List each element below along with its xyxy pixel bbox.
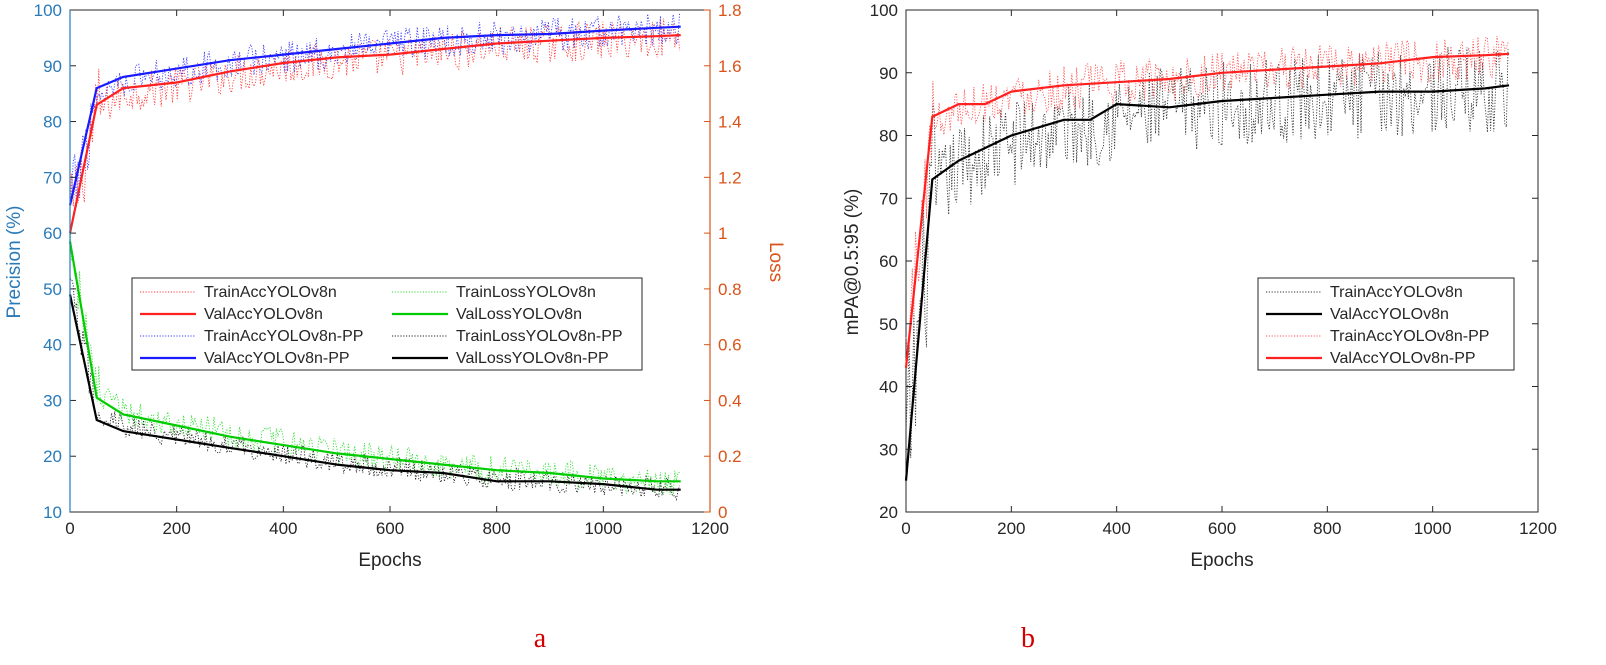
panel-a-series-trainaccyolov8n-pp	[69, 12, 681, 207]
panel-a-legend: TrainAccYOLOv8n ValAccYOLOv8n TrainAccYOLO…	[131, 277, 643, 371]
panel-a-plot-box	[69, 9, 711, 513]
panel-a-y-tick-label: 30	[43, 391, 62, 410]
panel-b-y-tick-label: 90	[879, 64, 898, 83]
panel-b-legend-box	[1257, 277, 1515, 371]
panel-a-y-right-tick-label: 1.8	[718, 1, 742, 20]
panel-a-y-axis-label-left: Precision (%)	[4, 206, 25, 319]
panel-b-mpa-chart: 0 200 400 600 800 1000 1200 20 30 40 50 60 70 80 90 10…	[842, 1, 1557, 654]
panel-b-x-axis-label: Epochs	[1190, 550, 1253, 571]
panel-b-series-valaccyolov8n-pp	[904, 52, 1510, 368]
panel-b-y-tick-label: 20	[879, 503, 898, 522]
panel-a-x-tick-label: 1000	[584, 519, 622, 538]
panel-a-y-tick-label: 90	[43, 57, 62, 76]
panel-a-y-tick-label: 60	[43, 224, 62, 243]
panel-b-x-tick-label: 1200	[1519, 519, 1557, 538]
panel-b-x-tick-label: 200	[997, 519, 1025, 538]
panel-b-y-tick-label: 50	[879, 315, 898, 334]
panel-a-legend-label-trainlossyolov8n: TrainLossYOLOv8n	[456, 284, 596, 301]
panel-a-y-axis-label-right: Loss	[765, 242, 786, 282]
panel-a-precision-loss-chart: 0 200 400 600 800 1000 1200 102030405060708090…	[4, 1, 786, 654]
panel-b-y-axis: 20 30 40 50 60 70 80 90 100	[870, 1, 1538, 522]
panel-a-y-right-tick-label: 0.8	[718, 280, 742, 299]
panel-a-y-right-tick-label: 1.4	[718, 113, 742, 132]
panel-b-y-axis-label: mPA@0.5:95 (%)	[842, 189, 863, 336]
panel-a-y-axis-right: 0 0.2 0.4 0.6 0.8 1 1.2 1.4 1.6 1.8	[69, 1, 742, 522]
panel-b-legend-label-valaccyolov8n: ValAccYOLOv8n	[1330, 306, 1449, 323]
panel-a-y-right-tick-label: 1.6	[718, 57, 742, 76]
panel-b-legend: TrainAccYOLOv8n ValAccYOLOv8n TrainAccYOLO…	[1257, 277, 1515, 371]
panel-a-series-group	[68, 12, 681, 502]
panel-a-legend-label-trainlossyolov8n-pp: TrainLossYOLOv8n-PP	[456, 328, 623, 345]
panel-a-y-right-tick-label: 0.2	[718, 447, 742, 466]
panel-b-y-tick-label: 70	[879, 189, 898, 208]
panel-b-y-tick-label: 30	[879, 440, 898, 459]
panel-a-series-vallossyolov8n	[68, 241, 681, 483]
panel-a-x-tick-label: 200	[162, 519, 190, 538]
panel-b-legend-label-trainaccyolov8n-pp: TrainAccYOLOv8n-PP	[1330, 328, 1489, 345]
panel-a-legend-label-valaccyolov8n: ValAccYOLOv8n	[204, 306, 323, 323]
panel-b-x-tick-label: 400	[1102, 519, 1130, 538]
panel-a-legend-box	[131, 277, 643, 371]
panel-b-y-tick-label: 100	[870, 1, 898, 20]
panel-b-letter: b	[1021, 623, 1035, 654]
panel-a-x-tick-label: 800	[482, 519, 510, 538]
panel-a-x-tick-label: 0	[65, 519, 74, 538]
panel-b-x-tick-label: 1000	[1414, 519, 1452, 538]
panel-b-x-axis: 0 200 400 600 800 1000 1200	[901, 10, 1557, 538]
panel-b-x-tick-label: 0	[901, 519, 910, 538]
panel-a-y-right-tick-label: 0	[718, 503, 727, 522]
panel-b-y-tick-label: 80	[879, 127, 898, 146]
panel-a-x-tick-label: 400	[269, 519, 297, 538]
panel-b-legend-label-valaccyolov8n-pp: ValAccYOLOv8n-PP	[1330, 350, 1476, 367]
panel-a-x-tick-label: 1200	[691, 519, 729, 538]
panel-b-plot-box	[905, 9, 1539, 513]
panel-a-y-tick-label: 80	[43, 113, 62, 132]
panel-b-series-trainaccyolov8n-pp	[905, 36, 1509, 351]
panel-a-series-vallossyolov8n-pp	[68, 294, 681, 491]
panel-a-y-right-tick-label: 1	[718, 224, 727, 243]
panel-a-y-tick-label: 50	[43, 280, 62, 299]
panel-a-x-axis-label: Epochs	[358, 550, 421, 571]
panel-a-y-tick-label: 100	[34, 1, 62, 20]
panel-a-y-axis-left: 10 20 30 40 50 60 70 80 90 100	[34, 1, 76, 522]
panel-b-y-tick-label: 60	[879, 252, 898, 271]
panel-a-x-tick-label: 600	[376, 519, 404, 538]
panel-b-series-valaccyolov8n	[904, 84, 1510, 481]
panel-a-legend-label-valaccyolov8n-pp: ValAccYOLOv8n-PP	[204, 350, 350, 367]
panel-a-series-valaccyolov8n-pp	[68, 25, 681, 206]
panel-a-y-tick-label: 10	[43, 503, 62, 522]
panel-a-y-right-tick-label: 0.4	[718, 391, 742, 410]
panel-a-legend-label-trainaccyolov8n-pp: TrainAccYOLOv8n-PP	[204, 328, 363, 345]
panel-a-series-valaccyolov8n	[68, 34, 681, 234]
panel-b-legend-label-trainaccyolov8n: TrainAccYOLOv8n	[1330, 284, 1463, 301]
panel-a-legend-label-trainaccyolov8n: TrainAccYOLOv8n	[204, 284, 337, 301]
panel-a-y-tick-label: 20	[43, 447, 62, 466]
panel-a-letter: a	[534, 623, 547, 654]
panel-a-legend-label-vallossyolov8n: ValLossYOLOv8n	[456, 306, 582, 323]
panel-b-x-tick-label: 800	[1313, 519, 1341, 538]
panel-a-series-trainlossyolov8n	[69, 222, 680, 497]
panel-a-y-right-tick-label: 1.2	[718, 168, 742, 187]
panel-a-y-tick-label: 70	[43, 168, 62, 187]
panel-a-y-tick-label: 40	[43, 336, 62, 355]
panel-b-x-tick-label: 600	[1208, 519, 1236, 538]
panel-a-legend-label-vallossyolov8n-pp: ValLossYOLOv8n-PP	[456, 350, 609, 367]
panel-b-series-group	[904, 36, 1510, 481]
panel-a-x-axis: 0 200 400 600 800 1000 1200	[65, 10, 729, 538]
panel-a-y-right-tick-label: 0.6	[718, 336, 742, 355]
panel-b-y-tick-label: 40	[879, 378, 898, 397]
panel-a-series-trainaccyolov8n	[69, 18, 681, 212]
